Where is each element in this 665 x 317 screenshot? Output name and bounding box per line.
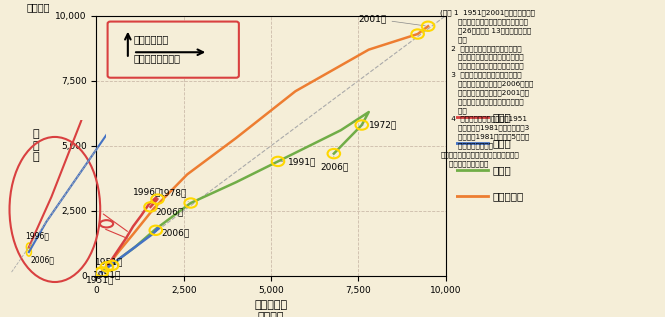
Text: 1978年: 1978年 xyxy=(160,188,188,202)
Text: 1972年: 1972年 xyxy=(362,121,397,130)
Text: 2006年: 2006年 xyxy=(31,255,55,264)
X-axis label: 三大都市圈
（千人）: 三大都市圈 （千人） xyxy=(255,300,287,317)
Text: 1951年: 1951年 xyxy=(86,276,114,285)
Text: (注） 1  1951～2001年までの数値は
        総務省「日本の長期統計系列」（昭
        和26年～平成 13年）に基づくも
     : (注） 1 1951～2001年までの数値は 総務省「日本の長期統計系列」（昭 … xyxy=(440,10,535,167)
Text: 2006年: 2006年 xyxy=(156,208,184,217)
Y-axis label: 地
方
圈: 地 方 圈 xyxy=(33,129,39,162)
Text: 1951年: 1951年 xyxy=(94,257,123,272)
Text: 製造業: 製造業 xyxy=(493,165,511,175)
Text: 2006年: 2006年 xyxy=(161,229,190,237)
Text: サービス業: サービス業 xyxy=(493,191,524,201)
Text: 1991年: 1991年 xyxy=(281,157,317,166)
Text: （千人）: （千人） xyxy=(27,3,50,13)
Text: 2006年: 2006年 xyxy=(320,156,348,171)
Text: 三大都市圏で増加: 三大都市圏で増加 xyxy=(133,53,180,63)
FancyBboxPatch shape xyxy=(108,22,239,78)
Text: 地方圏で増加: 地方圏で増加 xyxy=(133,34,168,44)
Text: 1996年: 1996年 xyxy=(133,187,162,199)
Text: 2001年: 2001年 xyxy=(358,14,426,26)
Text: 建設業: 建設業 xyxy=(493,112,511,122)
Text: 1951年: 1951年 xyxy=(92,270,121,279)
Text: 1996年: 1996年 xyxy=(25,232,49,241)
Text: 運輸業: 運輸業 xyxy=(493,138,511,148)
